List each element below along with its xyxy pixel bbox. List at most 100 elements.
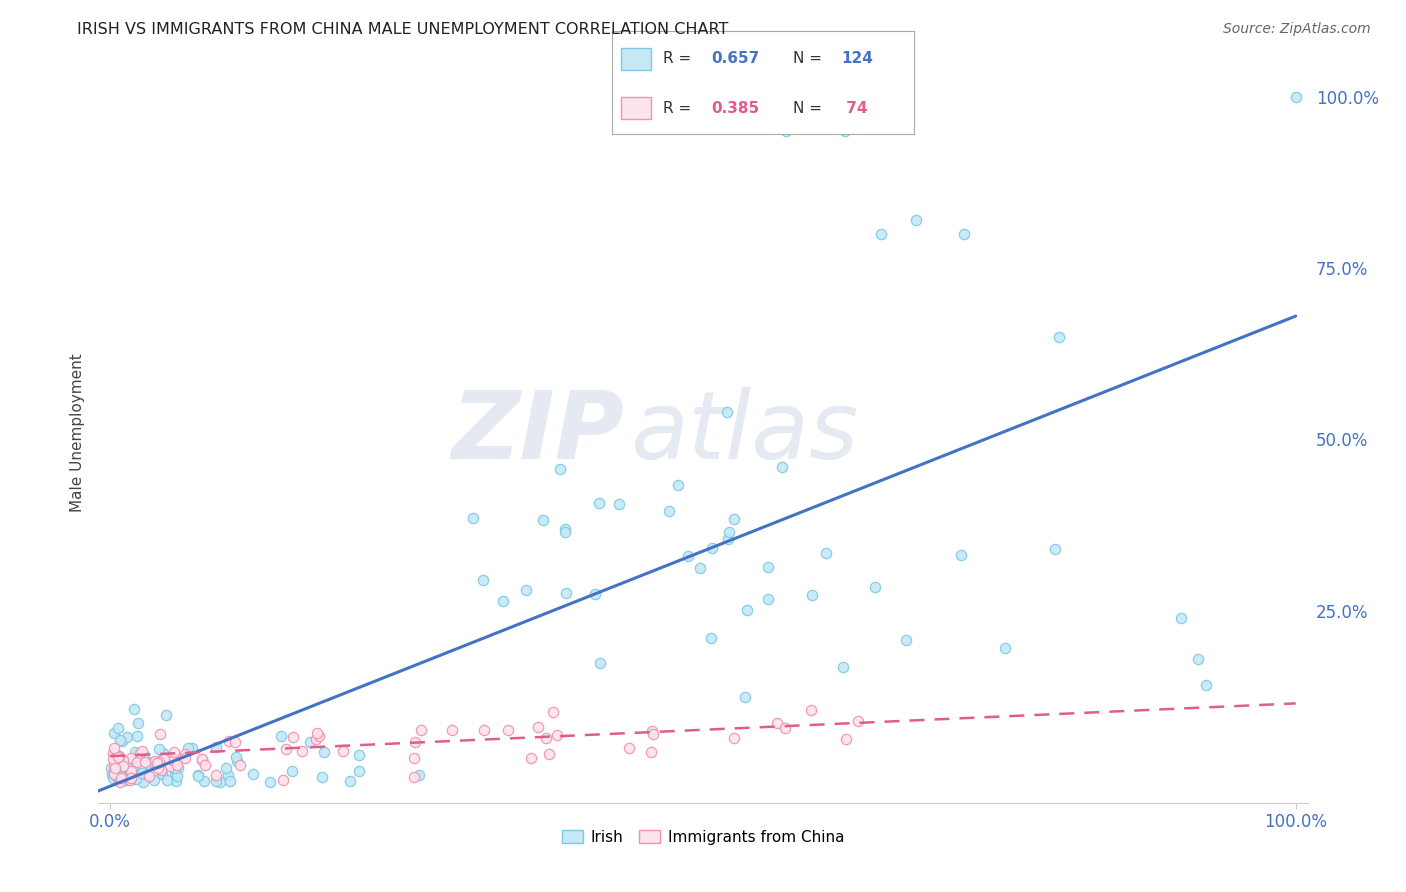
Point — [143, 754, 166, 768]
Point — [332, 744, 354, 758]
Point — [641, 727, 664, 741]
Point — [104, 768, 127, 782]
Text: 124: 124 — [841, 52, 873, 66]
Point — [103, 755, 125, 769]
Point — [155, 772, 177, 787]
Bar — [620, 97, 651, 120]
Point — [124, 745, 146, 759]
Point — [159, 759, 181, 773]
Point — [583, 587, 606, 601]
Text: 0.657: 0.657 — [711, 52, 759, 66]
Point — [723, 511, 745, 525]
Point — [129, 747, 152, 761]
Point — [274, 742, 297, 756]
Point — [150, 767, 173, 781]
Point — [834, 124, 856, 138]
Point — [204, 768, 226, 782]
Point — [666, 478, 689, 492]
Point — [165, 760, 187, 774]
Legend: Irish, Immigrants from China: Irish, Immigrants from China — [555, 823, 851, 851]
Point — [187, 768, 209, 782]
Point — [146, 761, 169, 775]
Point — [132, 748, 155, 763]
Point — [527, 720, 550, 734]
Point — [134, 767, 156, 781]
Point — [766, 716, 789, 731]
Point — [155, 707, 177, 722]
Point — [770, 459, 793, 474]
Point — [723, 731, 745, 745]
Point — [520, 751, 543, 765]
Point — [224, 734, 246, 748]
Point — [751, 110, 773, 124]
Point — [134, 755, 156, 769]
Point — [775, 721, 797, 735]
Point — [349, 748, 371, 763]
Point — [588, 496, 610, 510]
Point — [658, 504, 681, 518]
Point — [716, 405, 738, 419]
Text: Source: ZipAtlas.com: Source: ZipAtlas.com — [1223, 22, 1371, 37]
Point — [132, 774, 155, 789]
Point — [117, 731, 139, 745]
Point — [308, 729, 330, 743]
Text: R =: R = — [664, 52, 696, 66]
Point — [800, 703, 823, 717]
Point — [125, 772, 148, 786]
Point — [194, 758, 217, 772]
Point — [103, 751, 125, 765]
Point — [105, 770, 128, 784]
Point — [148, 741, 170, 756]
Text: atlas: atlas — [630, 387, 859, 478]
Point — [100, 761, 122, 775]
Point — [127, 716, 149, 731]
Text: IRISH VS IMMIGRANTS FROM CHINA MALE UNEMPLOYMENT CORRELATION CHART: IRISH VS IMMIGRANTS FROM CHINA MALE UNEM… — [77, 22, 728, 37]
Point — [103, 726, 125, 740]
Point — [298, 734, 321, 748]
Point — [689, 561, 711, 575]
Point — [162, 753, 184, 767]
Point — [111, 772, 134, 787]
Point — [775, 124, 797, 138]
Point — [408, 768, 430, 782]
Point — [548, 461, 571, 475]
Point — [607, 497, 630, 511]
Point — [111, 734, 134, 748]
Point — [139, 758, 162, 772]
Point — [191, 754, 214, 768]
Point — [498, 723, 520, 738]
Point — [734, 690, 756, 704]
Point — [110, 760, 132, 774]
Point — [125, 729, 148, 743]
Point — [271, 773, 294, 788]
Point — [103, 758, 125, 772]
Point — [191, 752, 214, 766]
Point — [894, 633, 917, 648]
Point — [112, 759, 135, 773]
Point — [115, 756, 138, 770]
Point — [108, 748, 131, 763]
Point — [1047, 329, 1070, 343]
Point — [152, 746, 174, 760]
Point — [641, 724, 664, 739]
Point — [111, 753, 134, 767]
Point — [538, 747, 561, 761]
Point — [281, 730, 304, 744]
Point — [404, 735, 426, 749]
Point — [756, 560, 779, 574]
Point — [949, 548, 972, 562]
Point — [411, 723, 433, 737]
Point — [142, 772, 165, 787]
Point — [226, 755, 249, 769]
Text: ZIP: ZIP — [451, 386, 624, 479]
Point — [114, 772, 136, 787]
Point — [863, 580, 886, 594]
Point — [114, 762, 136, 776]
Point — [717, 525, 740, 540]
Point — [311, 770, 333, 784]
Point — [131, 766, 153, 780]
Point — [846, 714, 869, 728]
Point — [314, 745, 336, 759]
Point — [181, 741, 204, 756]
Point — [141, 755, 163, 769]
